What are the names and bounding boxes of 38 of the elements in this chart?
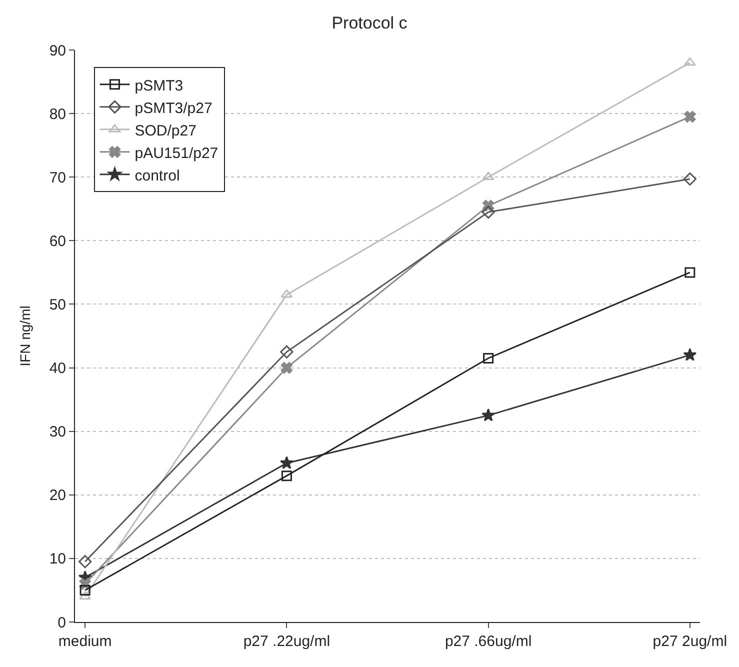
x-tick-label: p27 2ug/ml xyxy=(652,633,728,650)
point xyxy=(683,348,697,361)
x-tick-label: p27 .66ug/ml xyxy=(444,633,532,650)
point xyxy=(684,110,696,123)
y-tick-label: 80 xyxy=(49,106,66,123)
point xyxy=(280,362,293,374)
y-tick-label: 10 xyxy=(49,550,66,568)
point xyxy=(483,352,494,364)
point xyxy=(683,172,697,186)
point xyxy=(80,584,90,596)
y-tick-label: 90 xyxy=(49,42,66,60)
point xyxy=(684,267,696,278)
point xyxy=(482,172,494,180)
y-tick-label: 50 xyxy=(49,296,66,314)
legend-label: SOD/p27 xyxy=(134,122,196,140)
legend-label: pSMT3 xyxy=(134,77,184,94)
point xyxy=(281,470,292,482)
point xyxy=(482,408,496,422)
point xyxy=(280,289,293,298)
point xyxy=(280,345,294,358)
y-tick-label: 70 xyxy=(49,169,66,186)
x-tick-label: p27 .22ug/ml xyxy=(243,633,330,650)
y-tick-label: 20 xyxy=(49,487,66,504)
point xyxy=(78,555,92,568)
y-tick-label: 60 xyxy=(49,232,66,250)
legend-label: pSMT3/p27 xyxy=(134,100,212,117)
point xyxy=(684,57,696,66)
x-tick-label: medium xyxy=(58,633,112,650)
legend-label: control xyxy=(134,167,180,184)
y-axis-title: IFN ng/ml xyxy=(16,306,33,366)
point xyxy=(79,591,92,600)
y-tick-label: 0 xyxy=(58,614,66,632)
legend-label: pAU151/p27 xyxy=(134,144,218,162)
point xyxy=(482,205,495,219)
chart-title: Protocol c xyxy=(332,14,408,33)
y-tick-label: 40 xyxy=(49,360,66,378)
point xyxy=(280,456,294,469)
y-tick-label: 30 xyxy=(49,424,66,441)
